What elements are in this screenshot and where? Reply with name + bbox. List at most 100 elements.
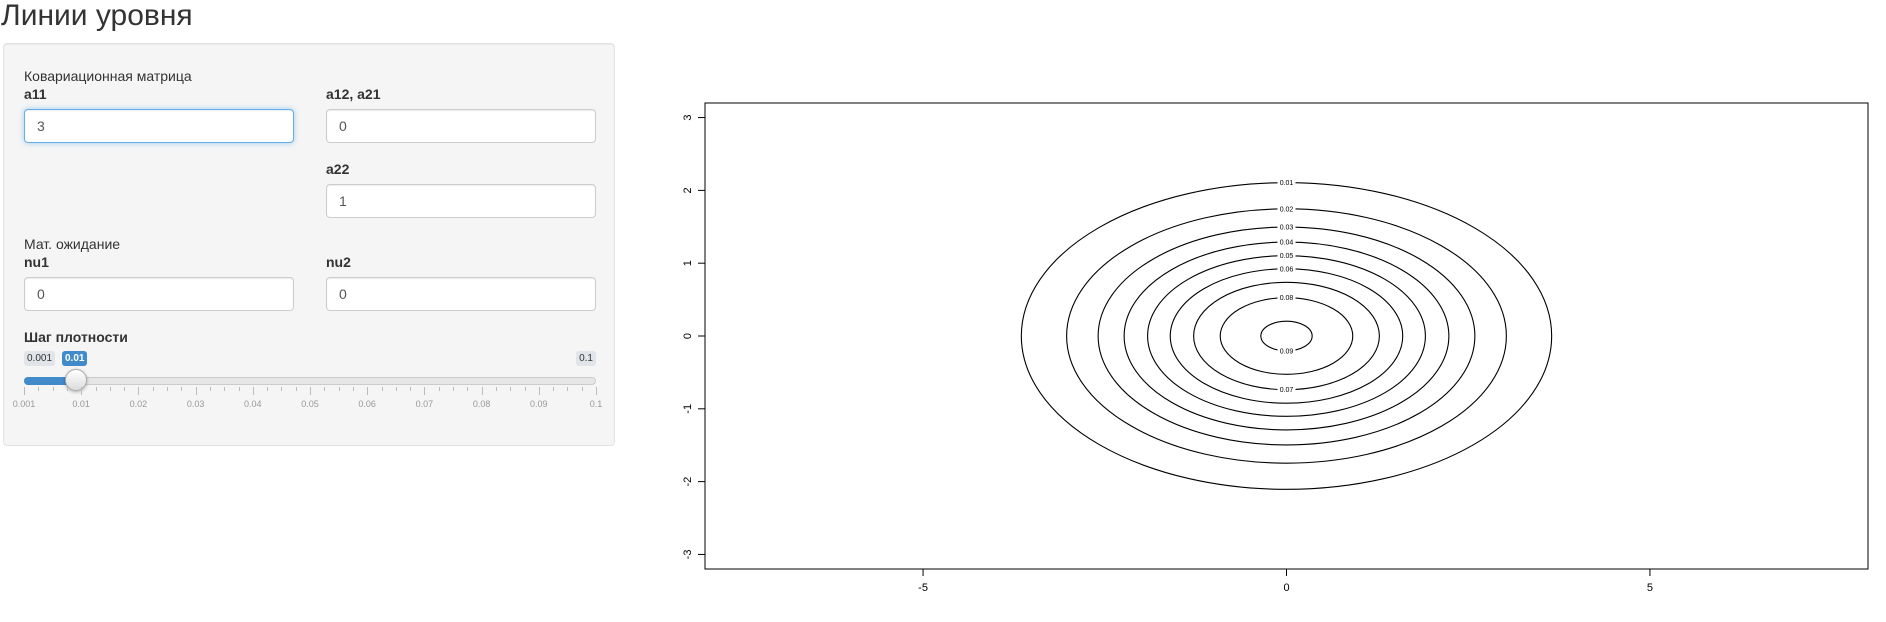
y-tick-label: 1 xyxy=(682,260,694,266)
contour-label: 0.02 xyxy=(1280,206,1294,213)
a22-input[interactable] xyxy=(326,184,596,218)
slider-major-tick xyxy=(424,387,426,395)
y-tick-label: 0 xyxy=(682,333,694,339)
plot-frame xyxy=(704,102,1869,570)
y-tick-label: -1 xyxy=(682,404,694,414)
density-step-slider[interactable]: 0.001 0.1 0.01 0.001 0.01 0.02 0.03 0.04 0.05… xyxy=(13,351,602,421)
x-tick-label: 0 xyxy=(1283,582,1289,594)
slider-minor-tick xyxy=(495,387,497,391)
slider-minor-tick xyxy=(295,387,297,391)
slider-minor-tick xyxy=(66,387,68,391)
slider-tick-label: 0.07 xyxy=(415,399,434,409)
slider-minor-tick xyxy=(267,387,269,391)
slider-max-badge: 0.1 xyxy=(576,351,596,366)
contour-label-bg xyxy=(1277,385,1296,394)
slider-minor-tick xyxy=(124,387,126,391)
contour-label: 0.08 xyxy=(1280,295,1294,302)
slider-track[interactable] xyxy=(24,377,596,385)
slider-minor-tick xyxy=(338,387,340,391)
contour-line xyxy=(1260,320,1313,352)
contour-line xyxy=(1066,208,1507,464)
mean-section-label: Мат. ожидание xyxy=(24,236,121,252)
density-step-label: Шаг плотности xyxy=(24,329,128,345)
slider-minor-tick xyxy=(209,387,211,391)
slider-minor-tick xyxy=(581,387,583,391)
y-tick-label: 3 xyxy=(682,115,694,121)
contour-line xyxy=(1169,268,1404,404)
contour-label-bg xyxy=(1277,293,1296,302)
slider-tick-label: 0.08 xyxy=(472,399,491,409)
contour-label-bg xyxy=(1277,238,1296,247)
slider-minor-tick xyxy=(238,387,240,391)
slider-minor-tick xyxy=(324,387,326,391)
slider-min-badge: 0.001 xyxy=(24,351,56,366)
slider-minor-tick xyxy=(410,387,412,391)
slider-minor-tick xyxy=(167,387,168,391)
slider-tick-label: 0.03 xyxy=(186,399,205,409)
slider-tick-label: 0.1 xyxy=(589,399,603,409)
page-title: Линии уровня xyxy=(1,0,193,32)
contour-label: 0.04 xyxy=(1280,240,1294,247)
y-tick-label: 2 xyxy=(682,187,694,193)
slider-minor-tick xyxy=(95,387,97,391)
slider-value-badge: 0.01 xyxy=(62,351,88,366)
contour-line xyxy=(1219,297,1354,375)
slider-fill xyxy=(24,377,76,385)
slider-major-tick xyxy=(81,387,83,395)
slider-tick-label: 0.02 xyxy=(129,399,148,409)
slider-major-tick xyxy=(310,387,311,395)
slider-grid: 0.001 0.01 0.02 0.03 0.04 0.05 0.06 0.07 0.08 0.0… xyxy=(13,387,602,421)
slider-tick-label: 0.09 xyxy=(530,399,548,409)
a22-label: a22 xyxy=(326,161,350,177)
slider-tick-label: 0.06 xyxy=(358,399,376,409)
contour-label: 0.05 xyxy=(1280,253,1294,260)
slider-major-tick xyxy=(252,387,254,395)
slider-minor-tick xyxy=(181,387,183,391)
slider-minor-tick xyxy=(52,387,54,391)
slider-minor-tick xyxy=(453,387,454,391)
sidebar-panel: Ковариационная матрица a11 a12, a21 a22 … xyxy=(3,43,615,446)
slider-major-tick xyxy=(138,387,140,395)
nu2-input[interactable] xyxy=(326,277,596,311)
slider-minor-tick xyxy=(467,387,469,391)
slider-major-tick xyxy=(538,387,540,395)
slider-minor-tick xyxy=(352,387,354,391)
nu2-label: nu2 xyxy=(326,254,351,270)
contour-label: 0.01 xyxy=(1280,180,1294,187)
x-tick-label: -5 xyxy=(918,582,928,594)
contour-label-bg xyxy=(1277,251,1296,260)
slider-major-tick xyxy=(481,387,483,395)
slider-minor-tick xyxy=(152,387,154,391)
contour-plot: -5 0 5 -3 -2 -1 0 1 2 3 0.01 0.02 0.03 0.04 0.05 0.06 0.… xyxy=(660,90,1880,615)
nu1-input[interactable] xyxy=(24,277,294,311)
contour-label-bg xyxy=(1277,223,1296,232)
a11-input[interactable] xyxy=(24,109,294,143)
contour-label: 0.09 xyxy=(1280,348,1294,355)
contour-label-bg xyxy=(1277,264,1296,273)
slider-minor-tick xyxy=(510,387,512,391)
contour-label-bg xyxy=(1277,178,1296,187)
nu1-label: nu1 xyxy=(24,254,49,270)
a11-label: a11 xyxy=(24,86,47,102)
contour-label-bg xyxy=(1277,346,1296,355)
slider-minor-tick xyxy=(281,387,283,391)
slider-minor-tick xyxy=(524,387,526,391)
slider-minor-tick xyxy=(395,387,397,391)
slider-major-tick xyxy=(367,387,369,395)
slider-minor-tick xyxy=(109,387,111,391)
x-tick-label: 5 xyxy=(1647,582,1653,594)
slider-minor-tick xyxy=(381,387,383,391)
slider-tick-label: 0.05 xyxy=(301,399,319,409)
contour-plot-svg: -5 0 5 -3 -2 -1 0 1 2 3 0.01 0.02 0.03 0.04 0.05 0.06 0.… xyxy=(682,102,1869,594)
slider-minor-tick xyxy=(567,387,569,391)
slider-tick-label: 0.01 xyxy=(72,399,90,409)
contour-label: 0.06 xyxy=(1280,266,1294,273)
contour-label: 0.07 xyxy=(1280,387,1294,394)
a12-a21-input[interactable] xyxy=(326,109,596,143)
slider-tick-label: 0.001 xyxy=(12,399,36,409)
slider-handle[interactable] xyxy=(65,369,87,391)
covariance-section-label: Ковариационная матрица xyxy=(24,68,192,84)
a12-a21-label: a12, a21 xyxy=(326,86,381,102)
slider-minor-tick xyxy=(38,387,40,391)
slider-minor-tick xyxy=(438,387,440,391)
